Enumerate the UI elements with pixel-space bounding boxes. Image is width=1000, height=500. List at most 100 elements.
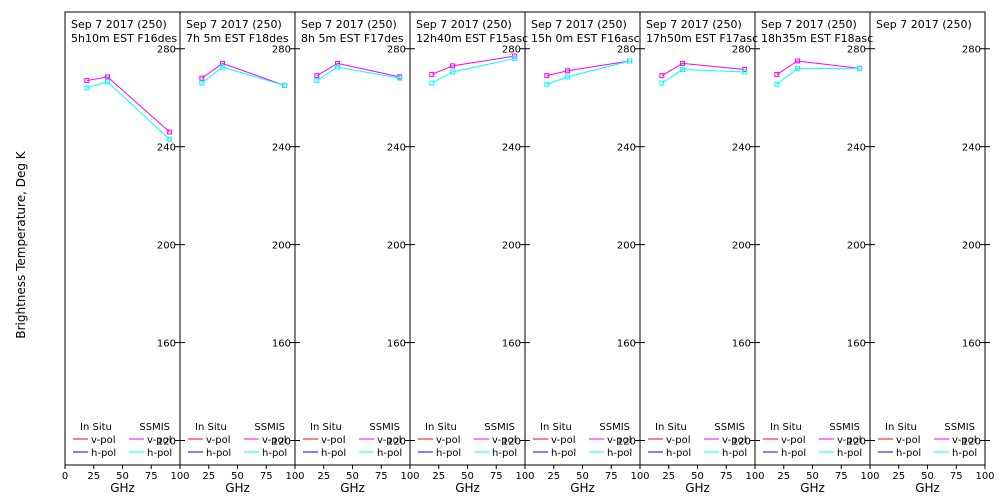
y-tick-label: 280	[617, 45, 636, 56]
x-axis-label: GHz	[110, 481, 135, 495]
x-tick-label: 50	[346, 471, 359, 482]
legend-label: h-pol	[436, 448, 461, 459]
legend-label: h-pol	[607, 448, 632, 459]
panels-group: Sep 7 2017 (250)5h10m EST F16des12016020…	[62, 11, 995, 495]
data-point	[84, 85, 90, 91]
data-point	[450, 63, 456, 69]
y-tick-label: 160	[732, 339, 751, 350]
x-tick-label: 50	[576, 471, 589, 482]
data-point	[105, 74, 111, 80]
series-line-h-pol	[546, 60, 630, 85]
legend-title-insitu: In Situ	[310, 422, 342, 433]
y-tick-label: 280	[962, 45, 981, 56]
series-line-v-pol	[86, 76, 170, 133]
y-tick-label: 120	[732, 437, 751, 448]
x-tick-label: 50	[116, 471, 129, 482]
panel-time-5: 15h 0m EST F16asc	[531, 32, 640, 45]
x-tick-label: 75	[260, 471, 273, 482]
series-line-v-pol	[431, 55, 515, 75]
legend-label: h-pol	[91, 448, 116, 459]
series-line-v-pol	[546, 60, 630, 77]
y-tick-label: 280	[157, 45, 176, 56]
legend-title-ssmis: SSMIS	[829, 422, 860, 433]
y-tick-label: 280	[732, 45, 751, 56]
y-tick-label: 280	[847, 45, 866, 56]
panel-date-4: Sep 7 2017 (250)	[416, 18, 512, 31]
legend-label: v-pol	[722, 435, 747, 446]
x-tick-label: 75	[145, 471, 158, 482]
legend-label: v-pol	[551, 435, 576, 446]
legend-label: h-pol	[722, 448, 747, 459]
legend-title-insitu: In Situ	[195, 422, 227, 433]
data-point	[795, 58, 801, 64]
x-axis-label: GHz	[570, 481, 595, 495]
panel-time-3: 8h 5m EST F17des	[301, 32, 404, 45]
legend-label: h-pol	[262, 448, 287, 459]
y-tick-label: 280	[502, 45, 521, 56]
x-tick-label: 100	[285, 471, 304, 482]
legend-label: h-pol	[377, 448, 402, 459]
x-tick-label: 100	[515, 471, 534, 482]
legend-label: v-pol	[781, 435, 806, 446]
y-tick-label: 160	[847, 339, 866, 350]
y-tick-label: 240	[732, 143, 751, 154]
data-point	[680, 60, 686, 66]
legend-title-insitu: In Situ	[425, 422, 457, 433]
data-point	[314, 78, 320, 84]
data-point	[742, 69, 748, 75]
panel-date-8: Sep 7 2017 (250)	[876, 18, 972, 31]
legend-title-ssmis: SSMIS	[599, 422, 630, 433]
x-tick-label: 25	[777, 471, 790, 482]
data-point	[167, 129, 173, 135]
y-tick-label: 160	[962, 339, 981, 350]
y-tick-label: 200	[272, 241, 291, 252]
legend-label: v-pol	[436, 435, 461, 446]
x-tick-label: 100	[975, 471, 994, 482]
series-line-v-pol	[661, 62, 745, 77]
panel-date-5: Sep 7 2017 (250)	[531, 18, 627, 31]
legend-title-insitu: In Situ	[770, 422, 802, 433]
x-tick-label: 50	[921, 471, 934, 482]
legend-title-insitu: In Situ	[885, 422, 917, 433]
data-point	[220, 64, 226, 70]
panel-date-6: Sep 7 2017 (250)	[646, 18, 742, 31]
x-tick-label: 25	[892, 471, 905, 482]
panel-frame-7	[754, 11, 871, 466]
y-tick-label: 160	[617, 339, 636, 350]
legend-label: v-pol	[377, 435, 402, 446]
y-tick-label: 200	[157, 241, 176, 252]
legend-label: v-pol	[837, 435, 862, 446]
legend-label: h-pol	[147, 448, 172, 459]
data-point	[84, 78, 90, 84]
legend-label: h-pol	[492, 448, 517, 459]
legend-label: h-pol	[321, 448, 346, 459]
y-tick-label: 280	[387, 45, 406, 56]
data-point	[314, 73, 320, 79]
panel-time-1: 5h10m EST F16des	[71, 32, 177, 45]
x-tick-label: 100	[400, 471, 419, 482]
x-tick-label: 25	[662, 471, 675, 482]
data-point	[397, 75, 403, 81]
series-line-h-pol	[201, 66, 285, 86]
panel-date-1: Sep 7 2017 (250)	[71, 18, 167, 31]
y-tick-label: 200	[387, 241, 406, 252]
data-point	[857, 65, 863, 71]
y-tick-label: 120	[962, 437, 981, 448]
data-point	[335, 64, 341, 70]
x-tick-label: 50	[806, 471, 819, 482]
legend-label: h-pol	[551, 448, 576, 459]
data-point	[565, 68, 571, 74]
panel-date-2: Sep 7 2017 (250)	[186, 18, 282, 31]
legend-title-ssmis: SSMIS	[714, 422, 745, 433]
legend-label: v-pol	[896, 435, 921, 446]
y-tick-label: 200	[502, 241, 521, 252]
legend-label: v-pol	[262, 435, 287, 446]
data-point	[627, 58, 633, 64]
series-line-h-pol	[661, 69, 745, 84]
panel-frame-3	[294, 11, 411, 466]
legend-label: h-pol	[952, 448, 977, 459]
legend-title-insitu: In Situ	[655, 422, 687, 433]
panel-time-6: 17h50m EST F17asc	[646, 32, 758, 45]
panel-date-7: Sep 7 2017 (250)	[761, 18, 857, 31]
y-tick-label: 160	[272, 339, 291, 350]
